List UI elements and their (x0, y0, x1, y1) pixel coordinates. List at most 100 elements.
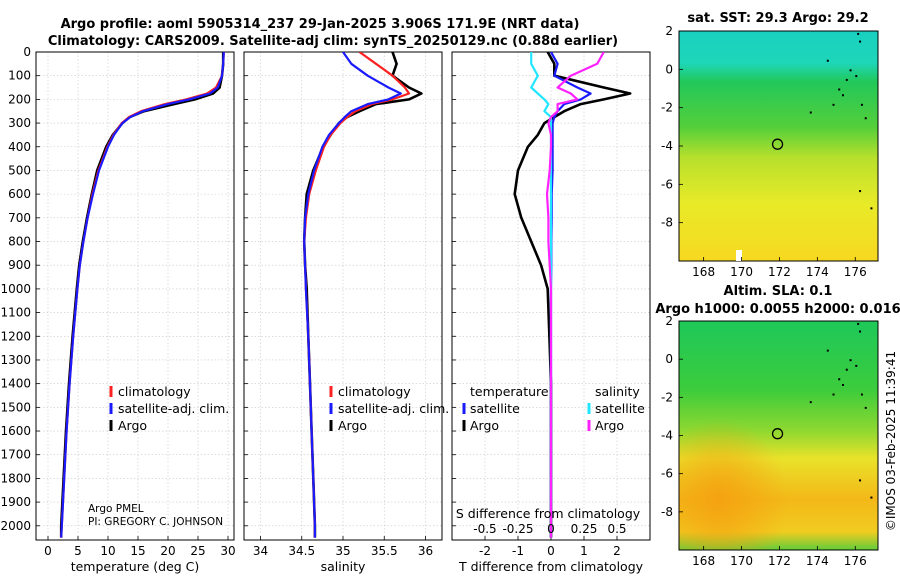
s-difference-tick-labels: -0.5 -0.25 0 0.25 0.5 (473, 522, 626, 536)
diff-legend-t-argo-label: Argo (470, 418, 499, 433)
series-group (513, 52, 632, 538)
x-tick-label: 0 (547, 544, 555, 558)
x-tick-label: 2 (613, 544, 621, 558)
x-tick-label: 1 (580, 544, 588, 558)
map-lat-tick-label: -8 (661, 505, 673, 519)
depth-tick-label: 1000 (0, 282, 31, 296)
map-lat-tick-label: -8 (661, 216, 673, 230)
map-lat-tick-label: -4 (661, 429, 673, 443)
map-lon-tick-label: 172 (768, 554, 791, 568)
island-dot (841, 383, 844, 386)
map-lat-tick-label: -6 (661, 467, 673, 481)
series-climatology-line (303, 52, 411, 538)
depth-tick-label: 2000 (0, 519, 31, 533)
figure-title-line2: Climatology: CARS2009. Satellite-adj cli… (48, 34, 618, 49)
sst-island-dots (809, 32, 873, 210)
depth-tick-label: 1500 (0, 400, 31, 414)
temperature-legend: climatology satellite-adj. clim. Argo (109, 384, 229, 433)
diff-legend-s-satellite-label: satellite (595, 401, 645, 416)
sst-map-title: sat. SST: 29.3 Argo: 29.2 (687, 11, 868, 26)
x-tick-label: 34.5 (288, 544, 315, 558)
map-lat-tick-label: 2 (665, 24, 673, 38)
map-lon-tick-label: 176 (844, 265, 867, 279)
island-dot (859, 190, 862, 193)
island-dot (849, 69, 852, 72)
sst-map-tick-labels: 168 170 172 174 176 2 0 -2 -4 -6 -8 (661, 24, 867, 279)
series-climatology-line (60, 52, 225, 538)
s-tick-label: -0.5 (473, 522, 496, 536)
map-lon-tick-label: 170 (730, 265, 753, 279)
sst-field (679, 31, 878, 261)
map-lon-tick-label: 170 (730, 554, 753, 568)
map-lat-tick-label: -6 (661, 177, 673, 191)
sst-missing-data-patch (736, 250, 742, 261)
series-satellite-adj-clim--line (60, 52, 225, 538)
island-dot (849, 359, 852, 362)
island-dot (809, 111, 812, 114)
map-lat-tick-label: -4 (661, 139, 673, 153)
depth-tick-label: 700 (8, 211, 31, 225)
x-tick-label: 35 (335, 544, 350, 558)
sla-high-anomaly (679, 321, 878, 550)
map-lat-tick-label: -2 (661, 390, 673, 404)
depth-tick-label: 400 (8, 140, 31, 154)
island-dot (845, 78, 848, 81)
x-tick-label: 36 (418, 544, 433, 558)
depth-tick-label: 100 (8, 69, 31, 83)
island-dot (855, 364, 858, 367)
sla-island-dots (809, 322, 873, 499)
island-dot (832, 103, 835, 106)
depth-tick-label: 1600 (0, 424, 31, 438)
island-dot (855, 75, 858, 78)
x-tick-label: 10 (100, 544, 115, 558)
diff-legend-salinity-header: salinity (595, 384, 640, 399)
diff-legend-s-argo-label: Argo (595, 418, 624, 433)
series-argo-line (302, 52, 423, 538)
difference-legend: temperature salinity satellite Argo sate… (462, 384, 645, 433)
depth-tick-label: 1100 (0, 306, 31, 320)
x-tick-label: 34 (253, 544, 268, 558)
sst-argo-position-marker (771, 138, 784, 150)
sla-map-tick-labels: 168 170 172 174 176 2 0 -2 -4 -6 -8 (661, 314, 867, 568)
series-satellite-adj-clim--line (303, 52, 402, 538)
x-tick-label: -2 (479, 544, 491, 558)
sal-legend-climatology-label: climatology (338, 384, 411, 399)
sla-map-title-line2: Argo h1000: 0.0055 h2000: 0.016 (655, 302, 900, 317)
x-tick-label: 30 (220, 544, 235, 558)
panel-frame (243, 51, 443, 541)
sla-map (678, 320, 879, 551)
map-lat-tick-label: 0 (665, 352, 673, 366)
sla-argo-position-marker (771, 428, 784, 440)
island-dot (859, 40, 862, 43)
depth-tick-label: 300 (8, 116, 31, 130)
island-dot (859, 479, 862, 482)
x-tick-label: 35.5 (371, 544, 398, 558)
series-group (59, 52, 225, 538)
x-tick-label: 0 (44, 544, 52, 558)
diff-legend-temperature-header: temperature (470, 384, 549, 399)
depth-tick-label: 500 (8, 163, 31, 177)
depth-tick-label: 1900 (0, 495, 31, 509)
sla-map-title-line1: Altim. SLA: 0.1 (724, 284, 833, 299)
depth-tick-label: 1400 (0, 377, 31, 391)
island-dot (841, 94, 844, 97)
x-tick-label: 15 (130, 544, 145, 558)
salinity-xlabel: salinity (321, 559, 366, 574)
depth-tick-label: 1300 (0, 353, 31, 367)
depth-tick-label: 1800 (0, 471, 31, 485)
temperature-xlabel: temperature (deg C) (71, 559, 200, 574)
map-lon-tick-label: 174 (806, 554, 829, 568)
map-lon-tick-label: 176 (844, 554, 867, 568)
x-tick-label: -1 (512, 544, 524, 558)
island-dot (859, 330, 862, 333)
island-dot (838, 88, 841, 91)
island-dot (857, 322, 860, 325)
sst-map (678, 30, 879, 262)
depth-tick-label: 900 (8, 258, 31, 272)
depth-tick-label: 800 (8, 235, 31, 249)
island-dot (826, 59, 829, 62)
legend-argo-label: Argo (118, 418, 147, 433)
map-lon-tick-label: 168 (692, 554, 715, 568)
imos-timestamp: ©IMOS 03-Feb-2025 11:39:41 (884, 351, 898, 531)
